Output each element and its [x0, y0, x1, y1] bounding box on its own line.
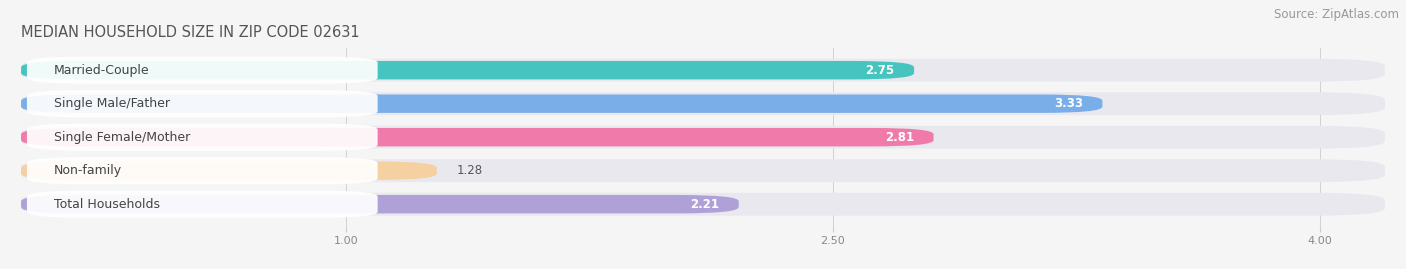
FancyBboxPatch shape: [21, 92, 1385, 115]
FancyBboxPatch shape: [27, 57, 378, 84]
FancyBboxPatch shape: [27, 157, 378, 184]
Text: 1.28: 1.28: [456, 164, 482, 177]
FancyBboxPatch shape: [21, 161, 437, 180]
Text: 3.33: 3.33: [1054, 97, 1083, 110]
Text: Single Male/Father: Single Male/Father: [53, 97, 170, 110]
FancyBboxPatch shape: [21, 59, 1385, 82]
FancyBboxPatch shape: [21, 126, 1385, 148]
Text: 2.21: 2.21: [690, 198, 720, 211]
FancyBboxPatch shape: [21, 195, 738, 213]
Text: Source: ZipAtlas.com: Source: ZipAtlas.com: [1274, 8, 1399, 21]
Text: Non-family: Non-family: [53, 164, 122, 177]
FancyBboxPatch shape: [21, 94, 1102, 113]
FancyBboxPatch shape: [27, 90, 378, 117]
FancyBboxPatch shape: [27, 191, 378, 218]
FancyBboxPatch shape: [27, 124, 378, 151]
Text: Single Female/Mother: Single Female/Mother: [53, 131, 190, 144]
FancyBboxPatch shape: [21, 128, 934, 146]
Text: Total Households: Total Households: [53, 198, 159, 211]
Text: MEDIAN HOUSEHOLD SIZE IN ZIP CODE 02631: MEDIAN HOUSEHOLD SIZE IN ZIP CODE 02631: [21, 25, 360, 40]
FancyBboxPatch shape: [21, 61, 914, 79]
Text: 2.75: 2.75: [866, 64, 894, 77]
FancyBboxPatch shape: [21, 193, 1385, 215]
Text: Married-Couple: Married-Couple: [53, 64, 149, 77]
Text: 2.81: 2.81: [884, 131, 914, 144]
FancyBboxPatch shape: [21, 159, 1385, 182]
